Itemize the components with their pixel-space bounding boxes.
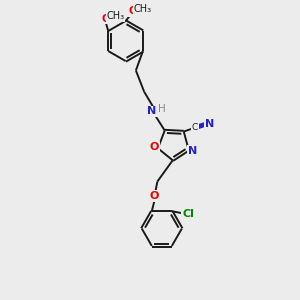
Text: C: C [192, 123, 198, 132]
Text: O: O [128, 6, 137, 16]
Text: O: O [149, 142, 159, 152]
Text: H: H [158, 104, 165, 114]
Text: Cl: Cl [182, 209, 194, 219]
Text: O: O [101, 14, 110, 24]
Text: CH₃: CH₃ [106, 11, 125, 21]
Text: CH₃: CH₃ [133, 4, 152, 14]
Text: N: N [188, 146, 197, 156]
Text: O: O [150, 191, 159, 201]
Text: N: N [205, 119, 214, 129]
Text: N: N [147, 106, 157, 116]
